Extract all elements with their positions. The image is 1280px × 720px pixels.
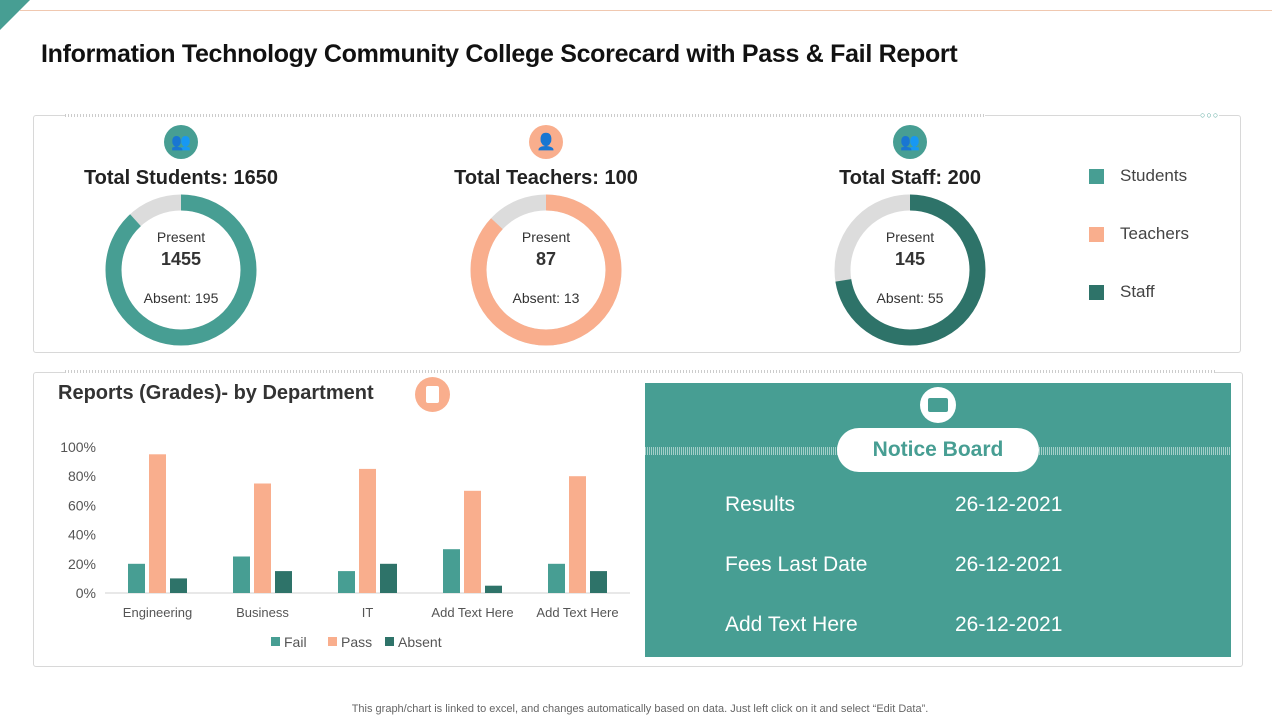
legend-students: Students (1089, 166, 1187, 186)
bar-pass (359, 468, 376, 593)
present-label: Present (521, 229, 571, 245)
bar-absent (170, 578, 187, 593)
corner-decoration (0, 0, 30, 30)
legend-swatch (1089, 284, 1104, 300)
kpi-1: 👤 Total Teachers: 100 (396, 125, 696, 190)
x-tick-label: Engineering (123, 605, 192, 620)
donut-present-arc (105, 194, 257, 346)
legend-swatch (271, 637, 280, 646)
bar-fail (128, 563, 145, 593)
bar-pass (149, 454, 166, 593)
notice-date: 26-12-2021 (955, 553, 1063, 576)
kpi-title: Total Teachers: 100 (454, 167, 638, 189)
kpi-2: 👥 Total Staff: 200 (760, 125, 1060, 190)
y-tick-label: 80% (68, 468, 96, 484)
x-tick-label: Add Text Here (536, 605, 618, 620)
more-options-icon[interactable]: ○○○ (1200, 110, 1220, 120)
present-label: Present (885, 229, 935, 245)
bar-absent (485, 585, 502, 593)
notice-label: Add Text Here (725, 613, 858, 636)
y-tick-label: 20% (68, 556, 96, 572)
legend-label: Staff (1120, 282, 1155, 301)
y-tick-label: 60% (68, 497, 96, 513)
legend-swatch (385, 637, 394, 646)
staff-icon: 👥 (893, 125, 927, 159)
y-tick-label: 100% (60, 439, 96, 455)
dotted-decoration (65, 114, 985, 117)
notice-board: Notice Board Results 26-12-2021 Fees Las… (645, 383, 1231, 657)
dotted-decoration (65, 370, 1215, 373)
donut-present-arc (470, 194, 622, 346)
bar-fail (443, 549, 460, 593)
legend-label: Pass (341, 634, 372, 650)
donut-present-arc (834, 194, 986, 346)
bar-fail (233, 556, 250, 593)
x-tick-label: Business (236, 605, 289, 620)
notice-date: 26-12-2021 (955, 493, 1063, 516)
donut-chart (470, 194, 622, 346)
top-divider (20, 10, 1272, 11)
bar-pass (254, 483, 271, 593)
absent-value: Absent: 13 (512, 290, 580, 306)
bar-pass (569, 476, 586, 593)
present-value: 1455 (160, 249, 202, 269)
bar-absent (275, 571, 292, 593)
kpi-donut: Present 87 Absent: 13 (466, 190, 626, 350)
y-tick-label: 0% (76, 585, 96, 601)
legend-swatch (1089, 168, 1104, 184)
kpi-donut: Present 1455 Absent: 195 (101, 190, 261, 350)
y-tick-label: 40% (68, 527, 96, 543)
present-value: 145 (894, 249, 926, 269)
present-label: Present (156, 229, 206, 245)
reports-title: Reports (Grades)- by Department (58, 382, 374, 404)
grades-bar-chart: 0% 20% 40% 60% 80% 100% Engineering Business IT A… (60, 439, 630, 650)
bar-fail (548, 563, 565, 593)
kpi-donut: Present 145 Absent: 55 (830, 190, 990, 350)
notice-label: Results (725, 493, 796, 516)
teacher-icon: 👤 (529, 125, 563, 159)
bar-pass (464, 490, 481, 593)
legend-label: Fail (284, 634, 307, 650)
legend-label: Teachers (1120, 224, 1189, 243)
legend-swatch (328, 637, 337, 646)
notice-board-title: Notice Board (837, 428, 1039, 472)
x-tick-label: Add Text Here (431, 605, 513, 620)
students-icon: 👥 (164, 125, 198, 159)
report-icon (415, 377, 450, 412)
notice-date: 26-12-2021 (955, 613, 1063, 636)
legend-swatch (1089, 226, 1104, 242)
present-value: 87 (535, 249, 557, 269)
absent-value: Absent: 55 (876, 290, 944, 306)
footer-note: This graph/chart is linked to excel, and… (351, 703, 929, 715)
kpi-title: Total Students: 1650 (83, 167, 279, 189)
bar-fail (338, 571, 355, 593)
page-title: Information Technology Community College… (41, 40, 958, 68)
donut-chart (105, 194, 257, 346)
kpi-0: 👥 Total Students: 1650 (31, 125, 331, 190)
x-tick-label: IT (362, 605, 374, 620)
legend-label: Students (1120, 166, 1188, 185)
legend-label: Absent (398, 634, 442, 650)
notice-board-icon (920, 387, 956, 423)
bar-absent (380, 563, 397, 593)
kpi-title: Total Staff: 200 (839, 167, 981, 189)
legend-staff: Staff (1089, 282, 1155, 302)
legend-teachers: Teachers (1089, 224, 1189, 244)
absent-value: Absent: 195 (143, 290, 219, 306)
donut-chart (834, 194, 986, 346)
bar-absent (590, 571, 607, 593)
notice-label: Fees Last Date (725, 553, 868, 576)
